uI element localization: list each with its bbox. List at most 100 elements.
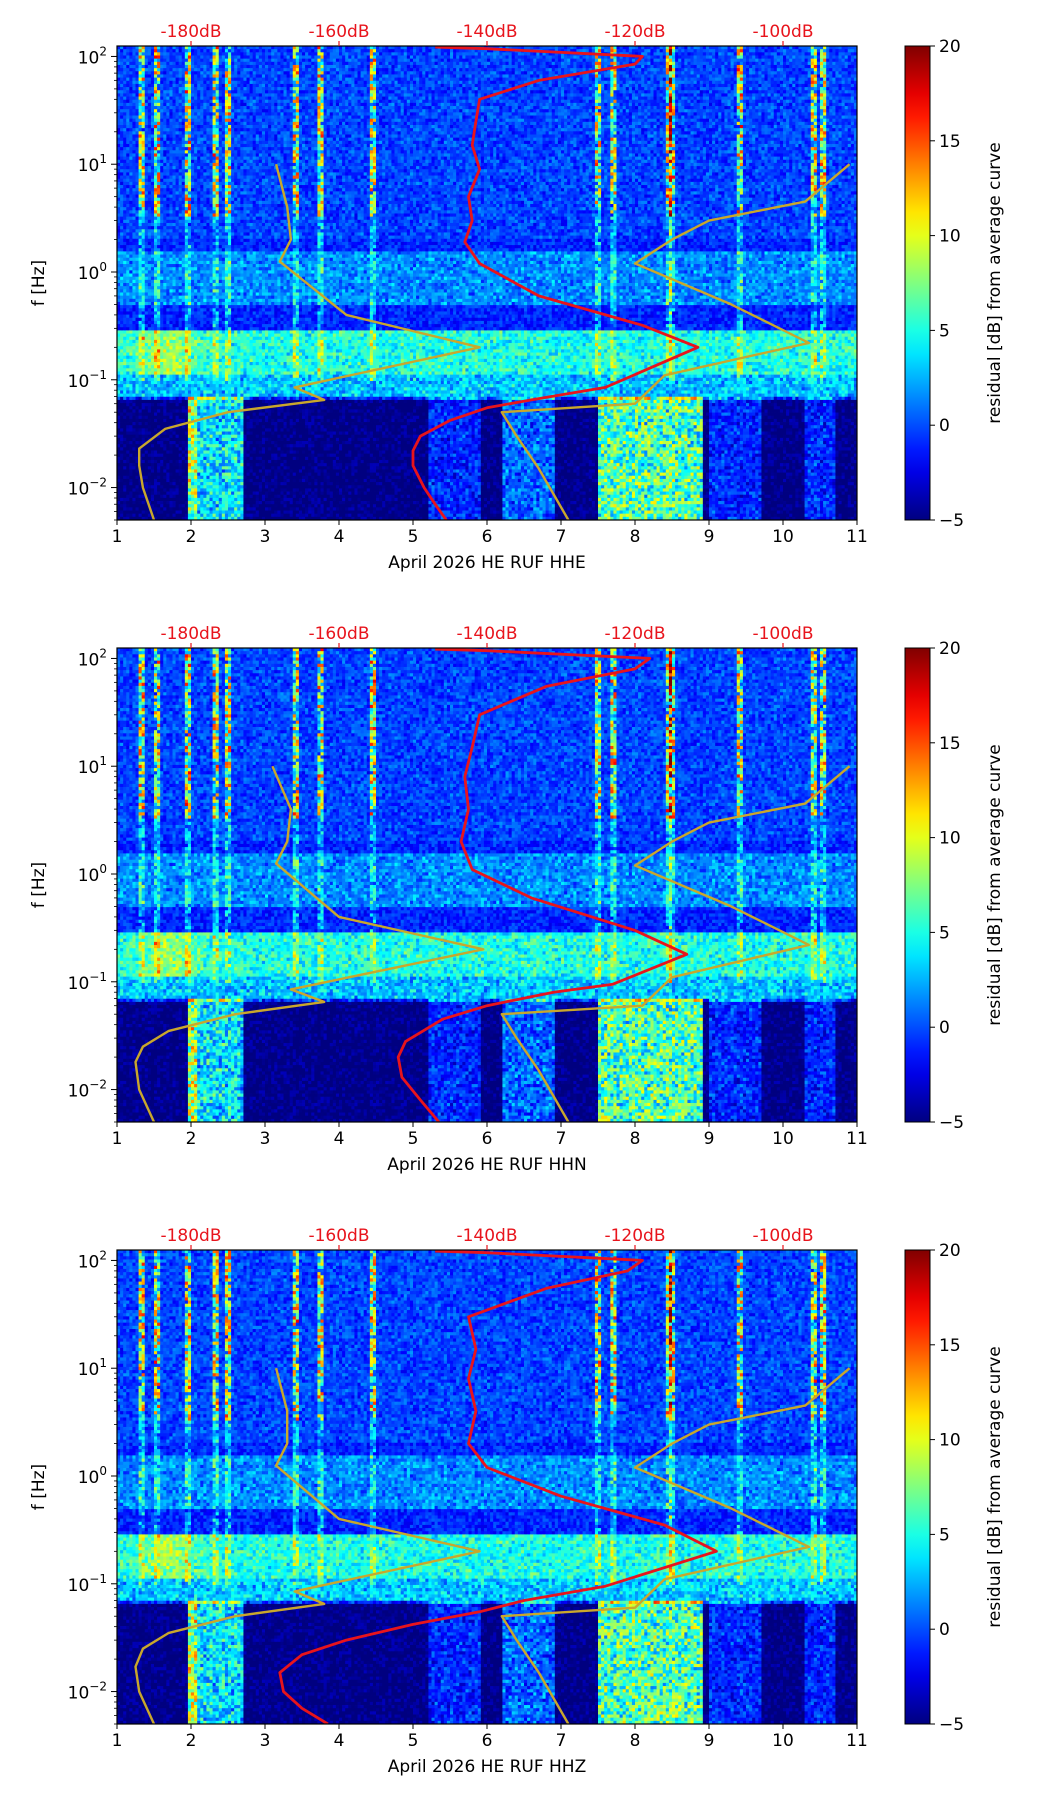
heatmap-cell xyxy=(650,84,653,88)
heatmap-cell xyxy=(768,65,771,69)
heatmap-cell xyxy=(598,59,601,63)
heatmap-cell xyxy=(342,55,345,59)
heatmap-cell xyxy=(432,55,435,59)
heatmap-cell xyxy=(589,78,592,82)
heatmap-cell xyxy=(647,90,650,94)
heatmap-cell xyxy=(811,55,814,59)
heatmap-cell xyxy=(539,74,542,78)
heatmap-cell xyxy=(139,103,142,107)
heatmap-cell xyxy=(379,109,382,113)
heatmap-cell xyxy=(222,109,225,113)
heatmap-cell xyxy=(465,103,468,107)
heatmap-cell xyxy=(324,74,327,78)
heatmap-cell xyxy=(761,68,764,72)
heatmap-cell xyxy=(259,87,262,91)
heatmap-cell xyxy=(487,78,490,82)
heatmap-cell xyxy=(552,55,555,59)
heatmap-cell xyxy=(398,97,401,101)
heatmap-cell xyxy=(703,106,706,110)
heatmap-cell xyxy=(438,62,441,66)
heatmap-cell xyxy=(139,109,142,113)
heatmap-cell xyxy=(311,74,314,78)
heatmap-cell xyxy=(228,71,231,75)
heatmap-cell xyxy=(814,74,817,78)
heatmap-cell xyxy=(203,68,206,72)
heatmap-cell xyxy=(253,52,256,56)
heatmap-cell xyxy=(222,59,225,63)
heatmap-cell xyxy=(506,81,509,85)
heatmap-cell xyxy=(506,109,509,113)
heatmap-cell xyxy=(354,74,357,78)
heatmap-cell xyxy=(814,90,817,94)
heatmap-cell xyxy=(145,78,148,82)
heatmap-cell xyxy=(126,106,129,110)
heatmap-cell xyxy=(724,100,727,104)
heatmap-cell xyxy=(580,65,583,69)
heatmap-cell xyxy=(176,52,179,56)
heatmap-cell xyxy=(506,74,509,78)
heatmap-cell xyxy=(169,90,172,94)
heatmap-cell xyxy=(694,103,697,107)
heatmap-cell xyxy=(354,68,357,72)
heatmap-cell xyxy=(345,78,348,82)
heatmap-cell xyxy=(552,103,555,107)
heatmap-cell xyxy=(657,52,660,56)
heatmap-cell xyxy=(379,55,382,59)
heatmap-cell xyxy=(465,74,468,78)
heatmap-cell xyxy=(274,68,277,72)
heatmap-cell xyxy=(265,109,268,113)
heatmap-cell xyxy=(832,87,835,91)
heatmap-cell xyxy=(293,103,296,107)
heatmap-cell xyxy=(188,93,191,97)
heatmap-cell xyxy=(823,62,826,66)
heatmap-cell xyxy=(438,106,441,110)
heatmap-cell xyxy=(647,78,650,82)
heatmap-cell xyxy=(774,90,777,94)
heatmap-cell xyxy=(567,68,570,72)
heatmap-cell xyxy=(675,87,678,91)
heatmap-cell xyxy=(780,100,783,104)
heatmap-cell xyxy=(391,62,394,66)
heatmap-cell xyxy=(385,59,388,63)
heatmap-cell xyxy=(364,84,367,88)
heatmap-cell xyxy=(601,84,604,88)
heatmap-cell xyxy=(774,74,777,78)
heatmap-cell xyxy=(157,74,160,78)
heatmap-cell xyxy=(592,59,595,63)
heatmap-cell xyxy=(623,78,626,82)
heatmap-cell xyxy=(123,55,126,59)
heatmap-cell xyxy=(391,68,394,72)
heatmap-cell xyxy=(718,90,721,94)
heatmap-cell xyxy=(829,55,832,59)
heatmap-cell xyxy=(447,62,450,66)
heatmap-cell xyxy=(543,87,546,91)
heatmap-cell xyxy=(358,71,361,75)
heatmap-cell xyxy=(388,65,391,69)
heatmap-cell xyxy=(422,59,425,63)
heatmap-cell xyxy=(632,93,635,97)
heatmap-cell xyxy=(617,78,620,82)
heatmap-cell xyxy=(724,78,727,82)
heatmap-cell xyxy=(734,87,737,91)
heatmap-cell xyxy=(222,49,225,53)
heatmap-cell xyxy=(835,93,838,97)
heatmap-cell xyxy=(231,65,234,69)
heatmap-cell xyxy=(243,97,246,101)
heatmap-cell xyxy=(321,71,324,75)
heatmap-cell xyxy=(385,97,388,101)
heatmap-cell xyxy=(185,81,188,85)
heatmap-cell xyxy=(191,65,194,69)
heatmap-cell xyxy=(601,90,604,94)
heatmap-cell xyxy=(234,84,237,88)
heatmap-cell xyxy=(740,103,743,107)
heatmap-cell xyxy=(703,62,706,66)
heatmap-cell xyxy=(441,78,444,82)
heatmap-cell xyxy=(490,87,493,91)
heatmap-cell xyxy=(558,84,561,88)
heatmap-cell xyxy=(185,109,188,113)
heatmap-cell xyxy=(197,103,200,107)
heatmap-cell xyxy=(632,68,635,72)
heatmap-cell xyxy=(549,87,552,91)
heatmap-cell xyxy=(749,71,752,75)
heatmap-cell xyxy=(697,90,700,94)
